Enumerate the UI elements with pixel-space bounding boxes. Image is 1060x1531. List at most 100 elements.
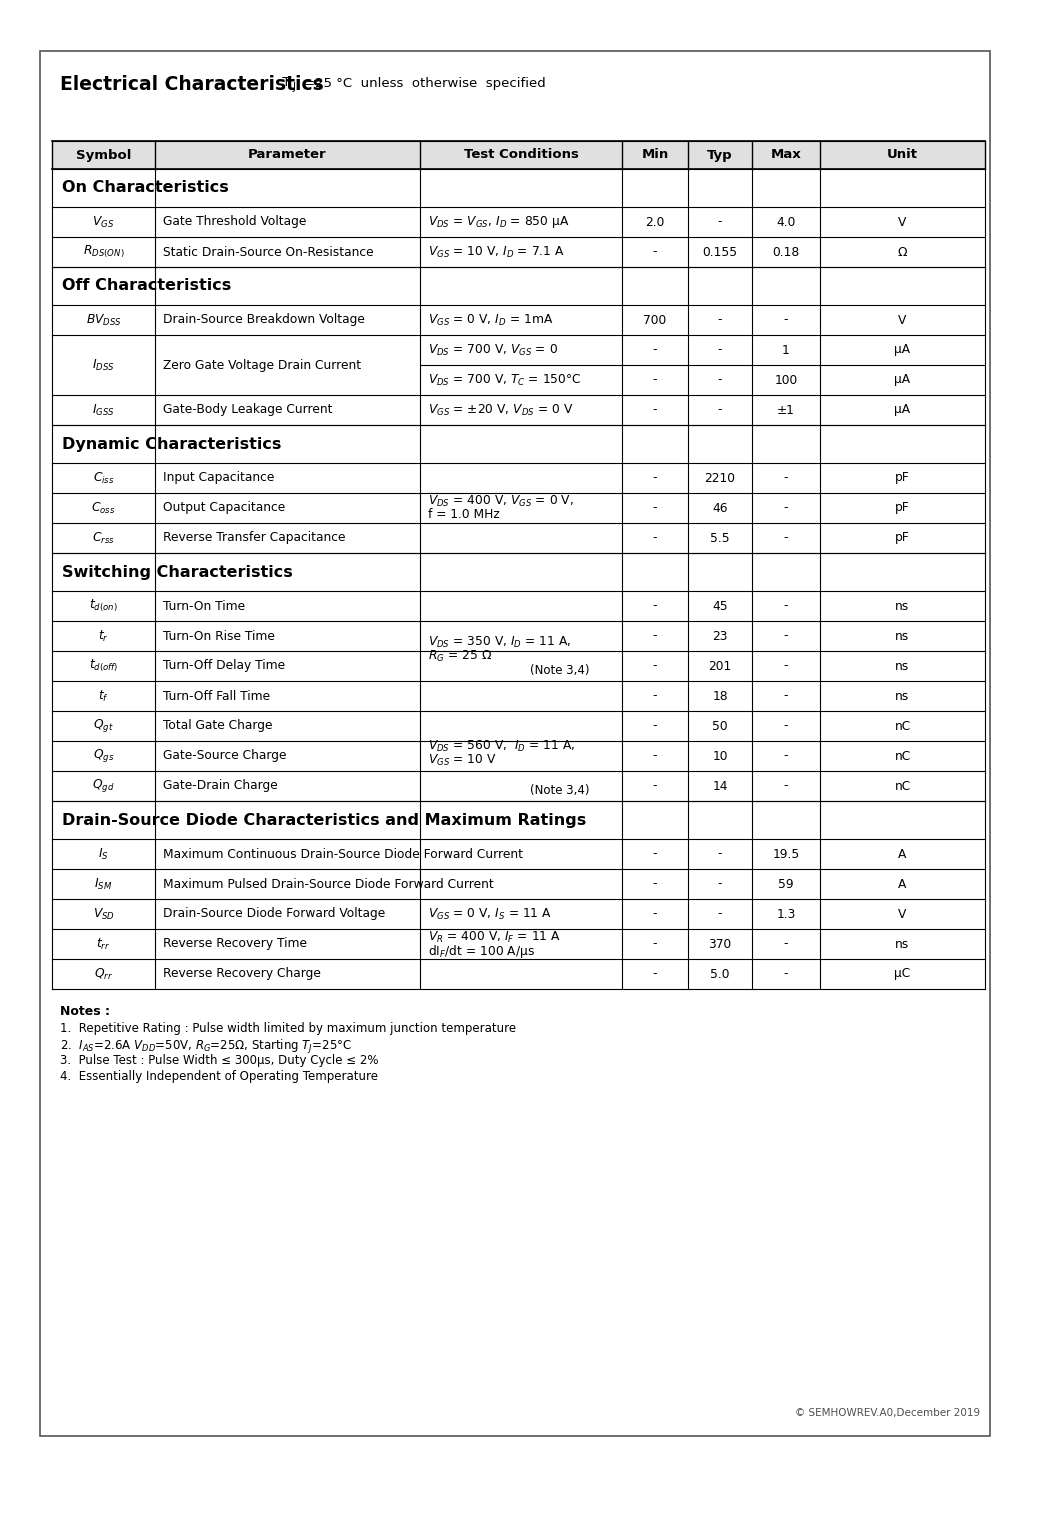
Text: Electrical Characteristics: Electrical Characteristics [60,75,323,93]
Text: -: - [653,908,657,920]
Bar [40,51,990,1436]
Text: $V_{GS}$ = 10 V, $I_D$ = 7.1 A: $V_{GS}$ = 10 V, $I_D$ = 7.1 A [428,245,565,260]
Bar [52,801,985,839]
Text: ns: ns [896,629,909,643]
Text: -: - [718,908,722,920]
Text: pF: pF [895,502,909,514]
Text: 1: 1 [782,343,790,357]
Text: $C_{rss}$: $C_{rss}$ [92,530,114,545]
Text: -: - [653,689,657,703]
Text: 4.  Essentially Independent of Operating Temperature: 4. Essentially Independent of Operating … [60,1070,378,1082]
Text: $V_{GS}$ = 10 V: $V_{GS}$ = 10 V [428,752,497,767]
Text: -: - [653,502,657,514]
Text: 5.0: 5.0 [710,968,729,980]
Text: 19.5: 19.5 [773,848,799,860]
Text: $Q_{gt}$: $Q_{gt}$ [93,718,113,735]
Bar [52,141,985,168]
Text: 10: 10 [712,750,728,762]
Text: Parameter: Parameter [248,149,326,161]
Text: Test Conditions: Test Conditions [463,149,579,161]
Text: $R_G$ = 25 Ω: $R_G$ = 25 Ω [428,649,492,663]
Text: -: - [783,968,789,980]
Text: -: - [653,404,657,416]
Text: -: - [783,314,789,326]
Text: T: T [278,77,290,89]
Text: μA: μA [895,374,911,386]
Text: -: - [653,343,657,357]
Text: $V_{GS}$ = ±20 V, $V_{DS}$ = 0 V: $V_{GS}$ = ±20 V, $V_{DS}$ = 0 V [428,403,573,418]
Bar [52,266,985,305]
Text: -: - [653,877,657,891]
Text: V: V [898,314,906,326]
Text: Min: Min [641,149,669,161]
Text: $V_{DS}$ = $V_{GS}$, $I_D$ = 850 μA: $V_{DS}$ = $V_{GS}$, $I_D$ = 850 μA [428,214,569,230]
Text: -: - [653,779,657,793]
Text: -: - [718,216,722,228]
Text: $V_{GS}$ = 0 V, $I_D$ = 1mA: $V_{GS}$ = 0 V, $I_D$ = 1mA [428,312,553,328]
Text: -: - [653,374,657,386]
Text: (Note 3,4): (Note 3,4) [530,784,589,798]
Text: 23: 23 [712,629,728,643]
Text: Reverse Recovery Charge: Reverse Recovery Charge [163,968,321,980]
Text: -: - [653,848,657,860]
Text: Dynamic Characteristics: Dynamic Characteristics [61,436,281,452]
Text: Maximum Pulsed Drain-Source Diode Forward Current: Maximum Pulsed Drain-Source Diode Forwar… [163,877,494,891]
Text: -: - [653,968,657,980]
Text: $t_{d(on)}$: $t_{d(on)}$ [89,597,118,614]
Text: -: - [653,472,657,484]
Text: 18: 18 [712,689,728,703]
Text: A: A [898,877,906,891]
Text: (Note 3,4): (Note 3,4) [530,664,589,677]
Text: V: V [898,908,906,920]
Text: ns: ns [896,937,909,951]
Text: Reverse Recovery Time: Reverse Recovery Time [163,937,307,951]
Text: Zero Gate Voltage Drain Current: Zero Gate Voltage Drain Current [163,358,361,372]
Text: On Characteristics: On Characteristics [61,181,229,196]
Text: Total Gate Charge: Total Gate Charge [163,720,272,732]
Text: μC: μC [895,968,911,980]
Text: 2210: 2210 [705,472,736,484]
Text: -: - [783,660,789,672]
Bar [52,426,985,462]
Text: $V_{DS}$ = 350 V, $I_D$ = 11 A,: $V_{DS}$ = 350 V, $I_D$ = 11 A, [428,634,571,649]
Bar [52,168,985,207]
Text: μA: μA [895,404,911,416]
Text: f = 1.0 MHz: f = 1.0 MHz [428,508,499,522]
Text: $V_{DS}$ = 700 V, $V_{GS}$ = 0: $V_{DS}$ = 700 V, $V_{GS}$ = 0 [428,343,558,358]
Text: Output Capacitance: Output Capacitance [163,502,285,514]
Text: -: - [783,629,789,643]
Text: ±1: ±1 [777,404,795,416]
Text: 0.18: 0.18 [773,245,799,259]
Text: $I_{SM}$: $I_{SM}$ [94,876,112,891]
Text: $V_{GS}$ = 0 V, $I_S$ = 11 A: $V_{GS}$ = 0 V, $I_S$ = 11 A [428,906,552,922]
Text: $V_{GS}$: $V_{GS}$ [92,214,114,230]
Text: pF: pF [895,472,909,484]
Text: -: - [783,720,789,732]
Text: -: - [783,689,789,703]
Text: -: - [783,600,789,612]
Text: -: - [718,848,722,860]
Text: -: - [653,629,657,643]
Text: pF: pF [895,531,909,545]
Text: nC: nC [895,750,911,762]
Text: -: - [653,937,657,951]
Text: -: - [653,660,657,672]
Text: 700: 700 [643,314,667,326]
Text: V: V [898,216,906,228]
Text: -: - [718,404,722,416]
Text: =25 °C  unless  otherwise  specified: =25 °C unless otherwise specified [304,77,546,89]
Text: $Q_{rr}$: $Q_{rr}$ [94,966,113,981]
Text: Off Characteristics: Off Characteristics [61,279,231,294]
Text: 1.3: 1.3 [776,908,796,920]
Text: J: J [293,83,296,92]
Text: $BV_{DSS}$: $BV_{DSS}$ [86,312,122,328]
Text: -: - [718,343,722,357]
Text: $V_{DS}$ = 700 V, $T_C$ = 150°C: $V_{DS}$ = 700 V, $T_C$ = 150°C [428,372,582,387]
Text: $Q_{gs}$: $Q_{gs}$ [93,747,114,764]
Text: 0.155: 0.155 [703,245,738,259]
Text: $V_{DS}$ = 400 V, $V_{GS}$ = 0 V,: $V_{DS}$ = 400 V, $V_{GS}$ = 0 V, [428,493,573,508]
Text: Turn-Off Delay Time: Turn-Off Delay Time [163,660,285,672]
Text: $Q_{gd}$: $Q_{gd}$ [92,778,114,795]
Text: ns: ns [896,600,909,612]
Text: 2.0: 2.0 [646,216,665,228]
